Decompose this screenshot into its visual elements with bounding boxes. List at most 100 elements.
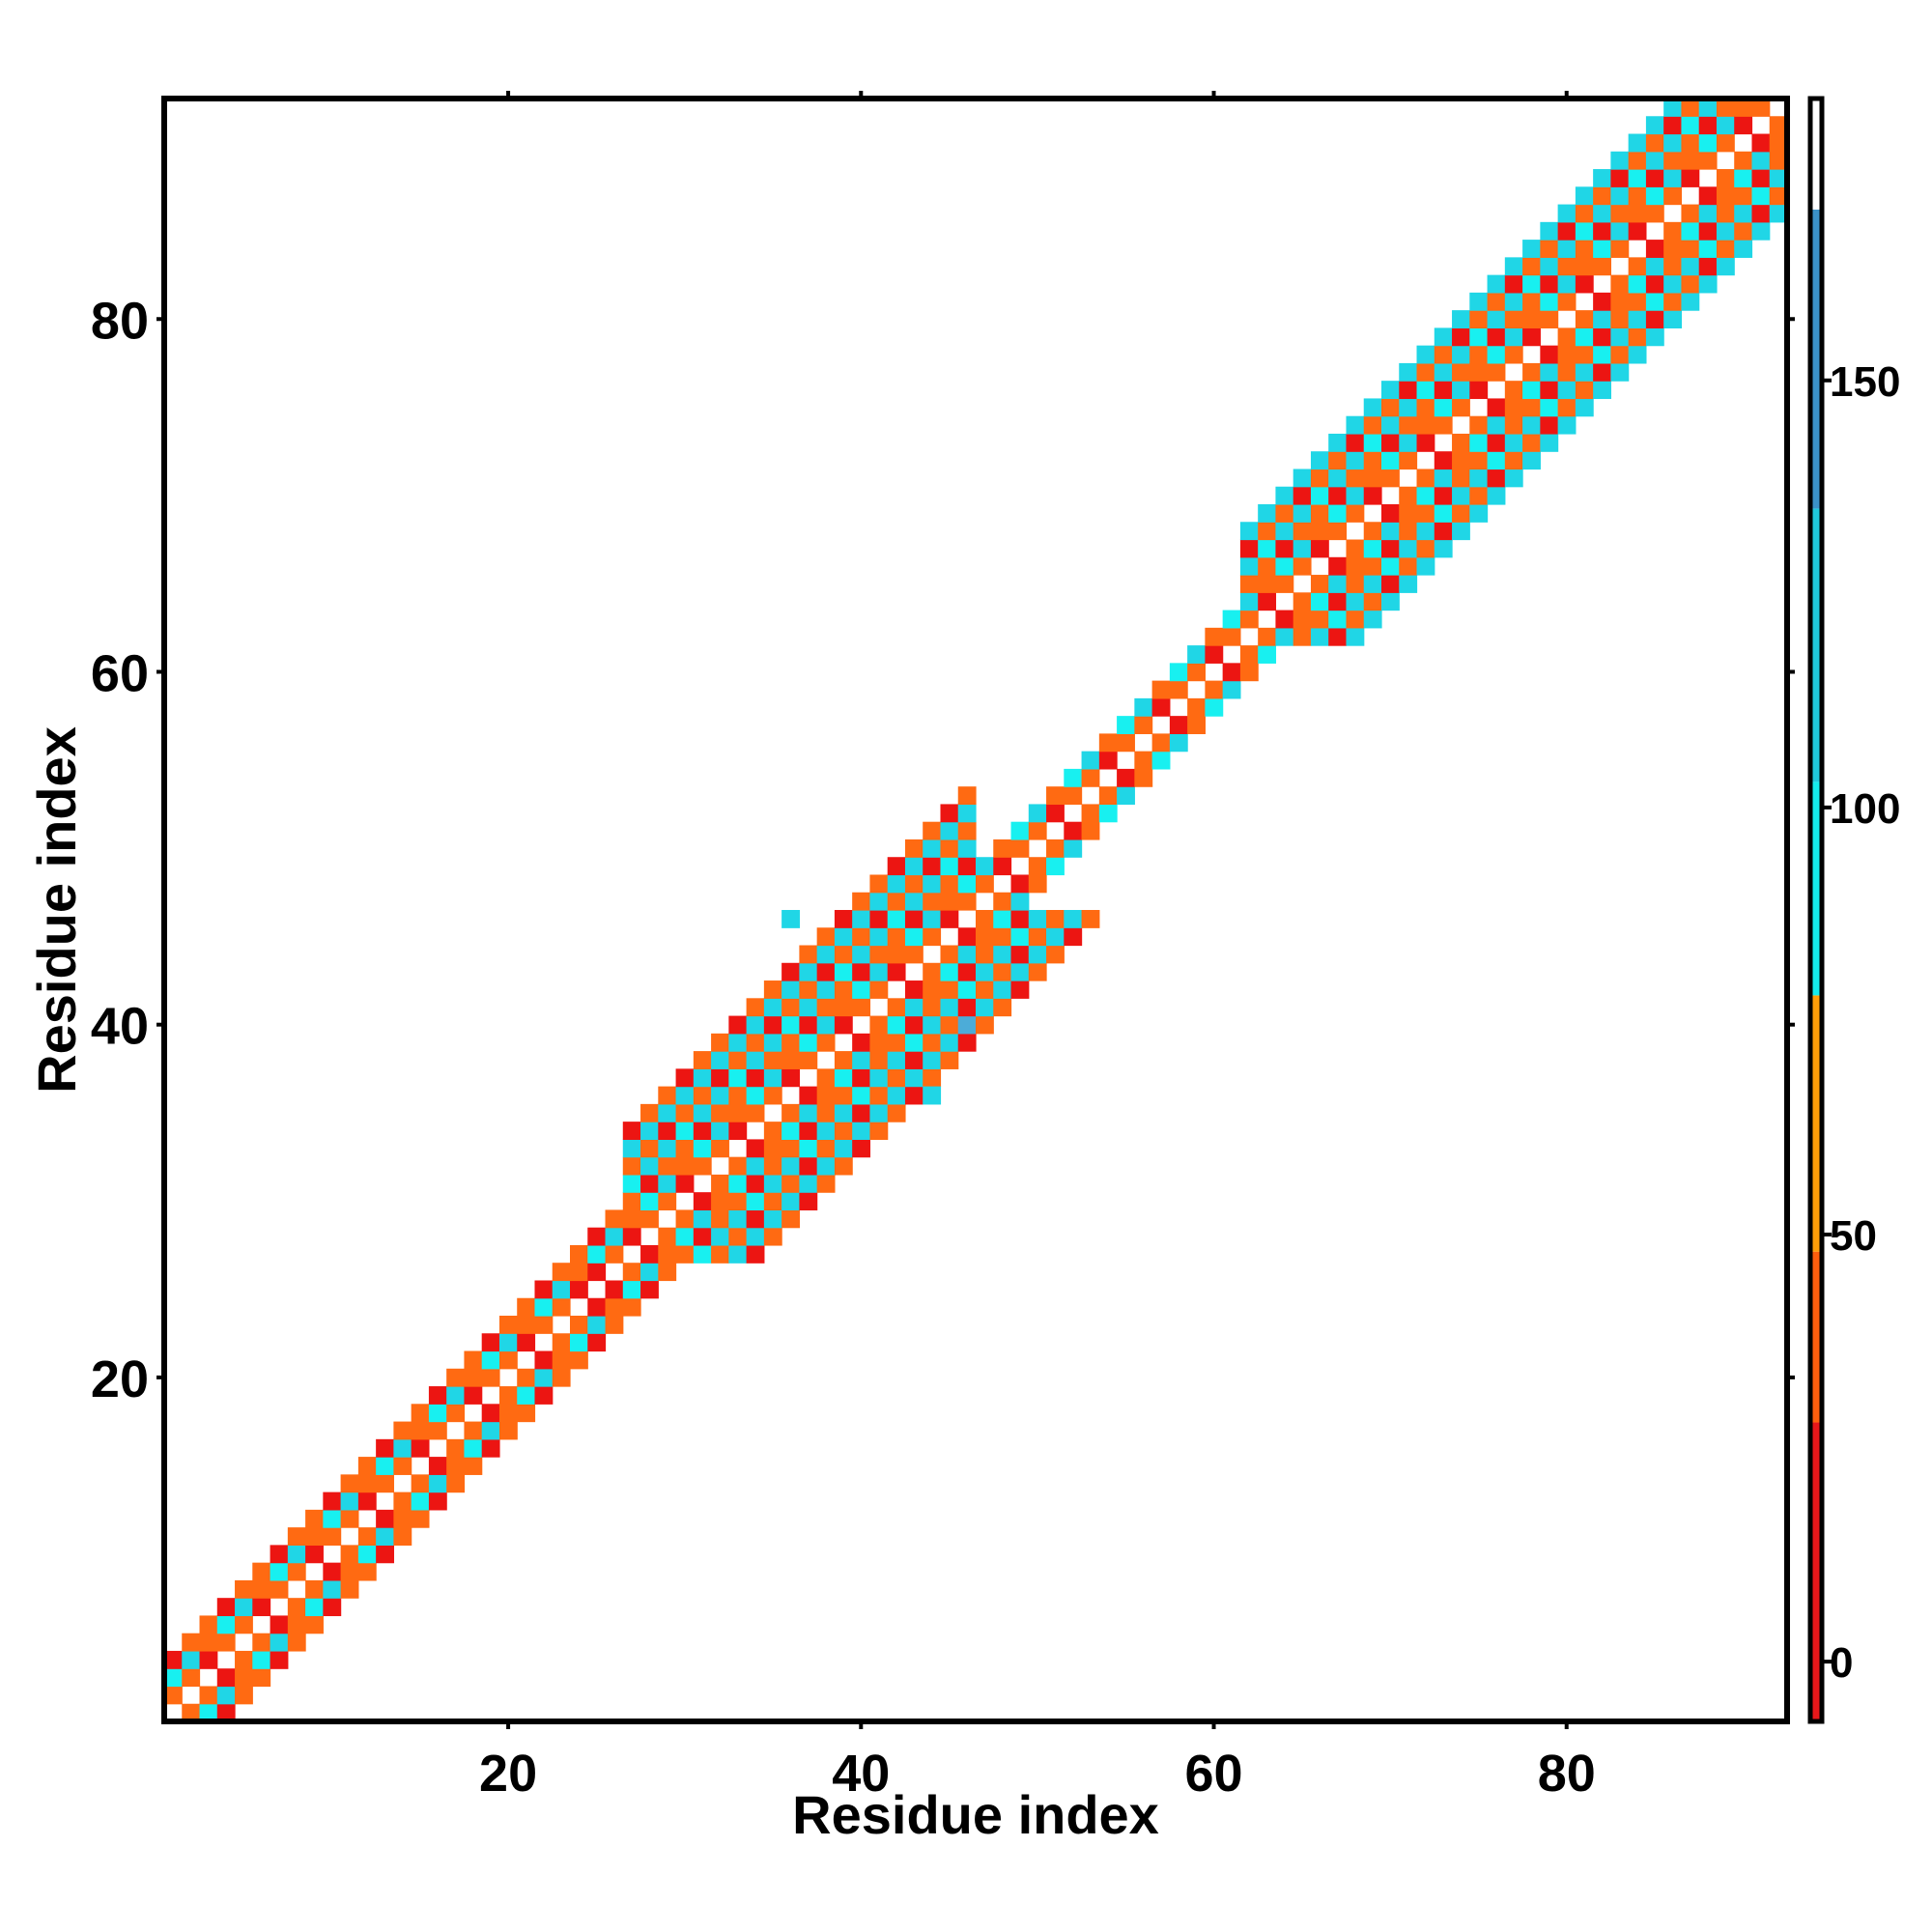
heatmap-cell [658,1263,677,1282]
heatmap-cell [1416,522,1435,541]
heatmap-cell [993,962,1012,981]
heatmap-cell [1399,415,1418,435]
heatmap-cell [1540,398,1559,417]
heatmap-cell [887,927,906,947]
x-tick-label: 60 [1184,1745,1242,1803]
heatmap-cell [1769,133,1788,153]
heatmap-cell [1469,327,1489,347]
heatmap-cell [1593,310,1611,328]
heatmap-cell [675,1068,695,1088]
heatmap-cell [1222,627,1241,646]
heatmap-cell [1399,486,1418,505]
heatmap-cell [517,1333,536,1352]
heatmap-cell [235,1579,253,1599]
heatmap-cell [1628,204,1647,223]
heatmap-cell [728,1122,748,1140]
heatmap-cell [1557,204,1577,223]
heatmap-cell [940,980,959,999]
heatmap-cell [923,821,942,840]
heatmap-cell [957,821,977,840]
heatmap-cell [305,1545,324,1564]
heatmap-cell [446,1386,466,1405]
heatmap-cell [534,1297,554,1317]
heatmap-cell [1010,945,1030,964]
heatmap-cell [1522,415,1541,435]
heatmap-cell [1628,345,1647,364]
heatmap-cell [1239,610,1259,629]
heatmap-cell [781,1156,800,1176]
heatmap-cell [1169,733,1188,753]
heatmap-cell [1064,821,1083,840]
heatmap-cell [658,1122,677,1140]
heatmap-cell [746,1103,765,1122]
heatmap-cell [728,1086,748,1105]
heatmap-cell [1769,169,1788,187]
heatmap-cell [1169,680,1188,699]
heatmap-cell [1645,274,1664,294]
heatmap-cell [1504,274,1523,294]
heatmap-cell [763,1051,782,1069]
heatmap-cell [746,1192,765,1211]
heatmap-cell [1522,274,1541,294]
heatmap-cell [1293,592,1312,611]
heatmap-cell [1134,716,1153,734]
heatmap-cell [1645,116,1664,135]
heatmap-cell [1399,451,1418,470]
heatmap-cell [1399,575,1418,593]
heatmap-cell [957,857,977,876]
heatmap-cell [957,980,977,999]
heatmap-cell [1504,415,1523,435]
heatmap-cell [1399,504,1418,523]
heatmap-cell [1381,381,1400,400]
heatmap-cell [1328,522,1348,541]
heatmap-cell [1187,663,1206,682]
heatmap-cell [923,998,942,1017]
heatmap-cell [799,1015,818,1035]
heatmap-cell [1010,821,1030,840]
heatmap-cell [464,1386,483,1405]
heatmap-cell [1663,310,1683,328]
heatmap-cell [164,1650,183,1669]
heatmap-cell [1469,345,1489,364]
heatmap-cell [799,1033,818,1052]
heatmap-cell [763,980,782,999]
heatmap-cell [675,1122,695,1140]
heatmap-cell [270,1633,289,1652]
heatmap-cell [216,1598,236,1617]
heatmap-cell [517,1368,536,1387]
heatmap-cell [711,1192,729,1211]
heatmap-cell [869,1015,889,1035]
heatmap-cell [728,1227,748,1246]
heatmap-cell [270,1615,289,1634]
heatmap-cell [746,1156,765,1176]
y-tick-label: 20 [91,1350,149,1408]
heatmap-cell [1734,99,1753,117]
heatmap-cell [904,945,923,964]
y-tick-label: 60 [91,644,149,702]
heatmap-cell [852,892,871,911]
heatmap-cell [834,980,853,999]
heatmap-cell [1681,240,1700,258]
heatmap-cell [640,1122,659,1140]
heatmap-cell [1504,433,1523,452]
heatmap-cell [411,1474,430,1493]
heatmap-cell [763,1139,782,1158]
heatmap-cell [1469,433,1489,452]
heatmap-cell [1645,151,1664,170]
heatmap-cell [693,1068,712,1088]
heatmap-cell [957,1015,977,1035]
heatmap-cell [746,1244,765,1264]
heatmap-cell [1275,539,1294,558]
x-tick-label: 20 [479,1745,537,1803]
heatmap-cell [1575,327,1594,347]
heatmap-cell [287,1545,306,1564]
heatmap-cell [1151,697,1171,717]
heatmap-cell [199,1615,218,1634]
heatmap-cell [763,1015,782,1035]
heatmap-cell [834,1015,853,1035]
heatmap-cell [1310,575,1329,593]
heatmap-cell [1487,274,1506,294]
colorbar-segment [1810,1422,1822,1721]
heatmap-cell [869,980,889,999]
heatmap-cell [711,1244,729,1264]
